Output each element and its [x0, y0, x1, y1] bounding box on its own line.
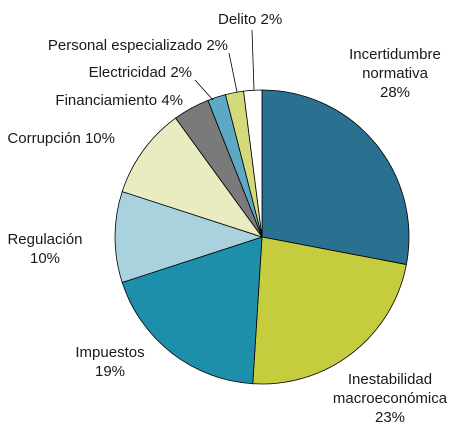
- category-label: Electricidad: [88, 64, 167, 81]
- slice-label: Incertidumbre normativa 28%: [335, 45, 455, 102]
- value-label: 10%: [84, 130, 115, 147]
- slice-label: Regulación 10%: [0, 230, 90, 268]
- value-label: 2%: [170, 64, 192, 81]
- slice-label: Corrupción 10%: [7, 129, 115, 148]
- pie-slice: [121, 236, 263, 385]
- value-label: 4%: [161, 92, 183, 109]
- category-label: Inestabilidad macroeconómica: [332, 371, 448, 407]
- category-label: Delito: [218, 11, 257, 28]
- leader-line: [251, 29, 255, 91]
- category-label: Incertidumbre normativa: [349, 46, 441, 82]
- leader-line: [194, 79, 214, 101]
- value-label: 19%: [94, 363, 126, 380]
- value-label: 10%: [29, 250, 61, 267]
- pie-slice: [243, 89, 263, 238]
- value-label: 2%: [206, 37, 228, 54]
- pie-slice: [252, 236, 407, 385]
- pie-slice: [114, 191, 264, 283]
- slice-label: Delito 2%: [218, 10, 282, 29]
- slice-label: Impuestos 19%: [60, 343, 160, 381]
- slice-label: Financiamiento 4%: [55, 91, 183, 110]
- value-label: 23%: [374, 409, 406, 426]
- slice-label: Inestabilidad macroeconómica 23%: [325, 370, 455, 427]
- value-label: 2%: [260, 11, 283, 28]
- category-label: Personal especializado: [47, 37, 203, 54]
- pie-slice: [121, 117, 264, 238]
- category-label: Impuestos: [75, 344, 145, 361]
- category-label: Regulación: [7, 231, 83, 248]
- category-label: Financiamiento: [55, 92, 158, 109]
- value-label: 28%: [379, 84, 411, 101]
- slice-label: Electricidad 2%: [89, 63, 192, 82]
- category-label: Corrupción: [7, 130, 81, 147]
- pie-slice: [261, 89, 410, 266]
- leader-line: [228, 52, 238, 93]
- slice-label: Personal especializado 2%: [48, 36, 228, 55]
